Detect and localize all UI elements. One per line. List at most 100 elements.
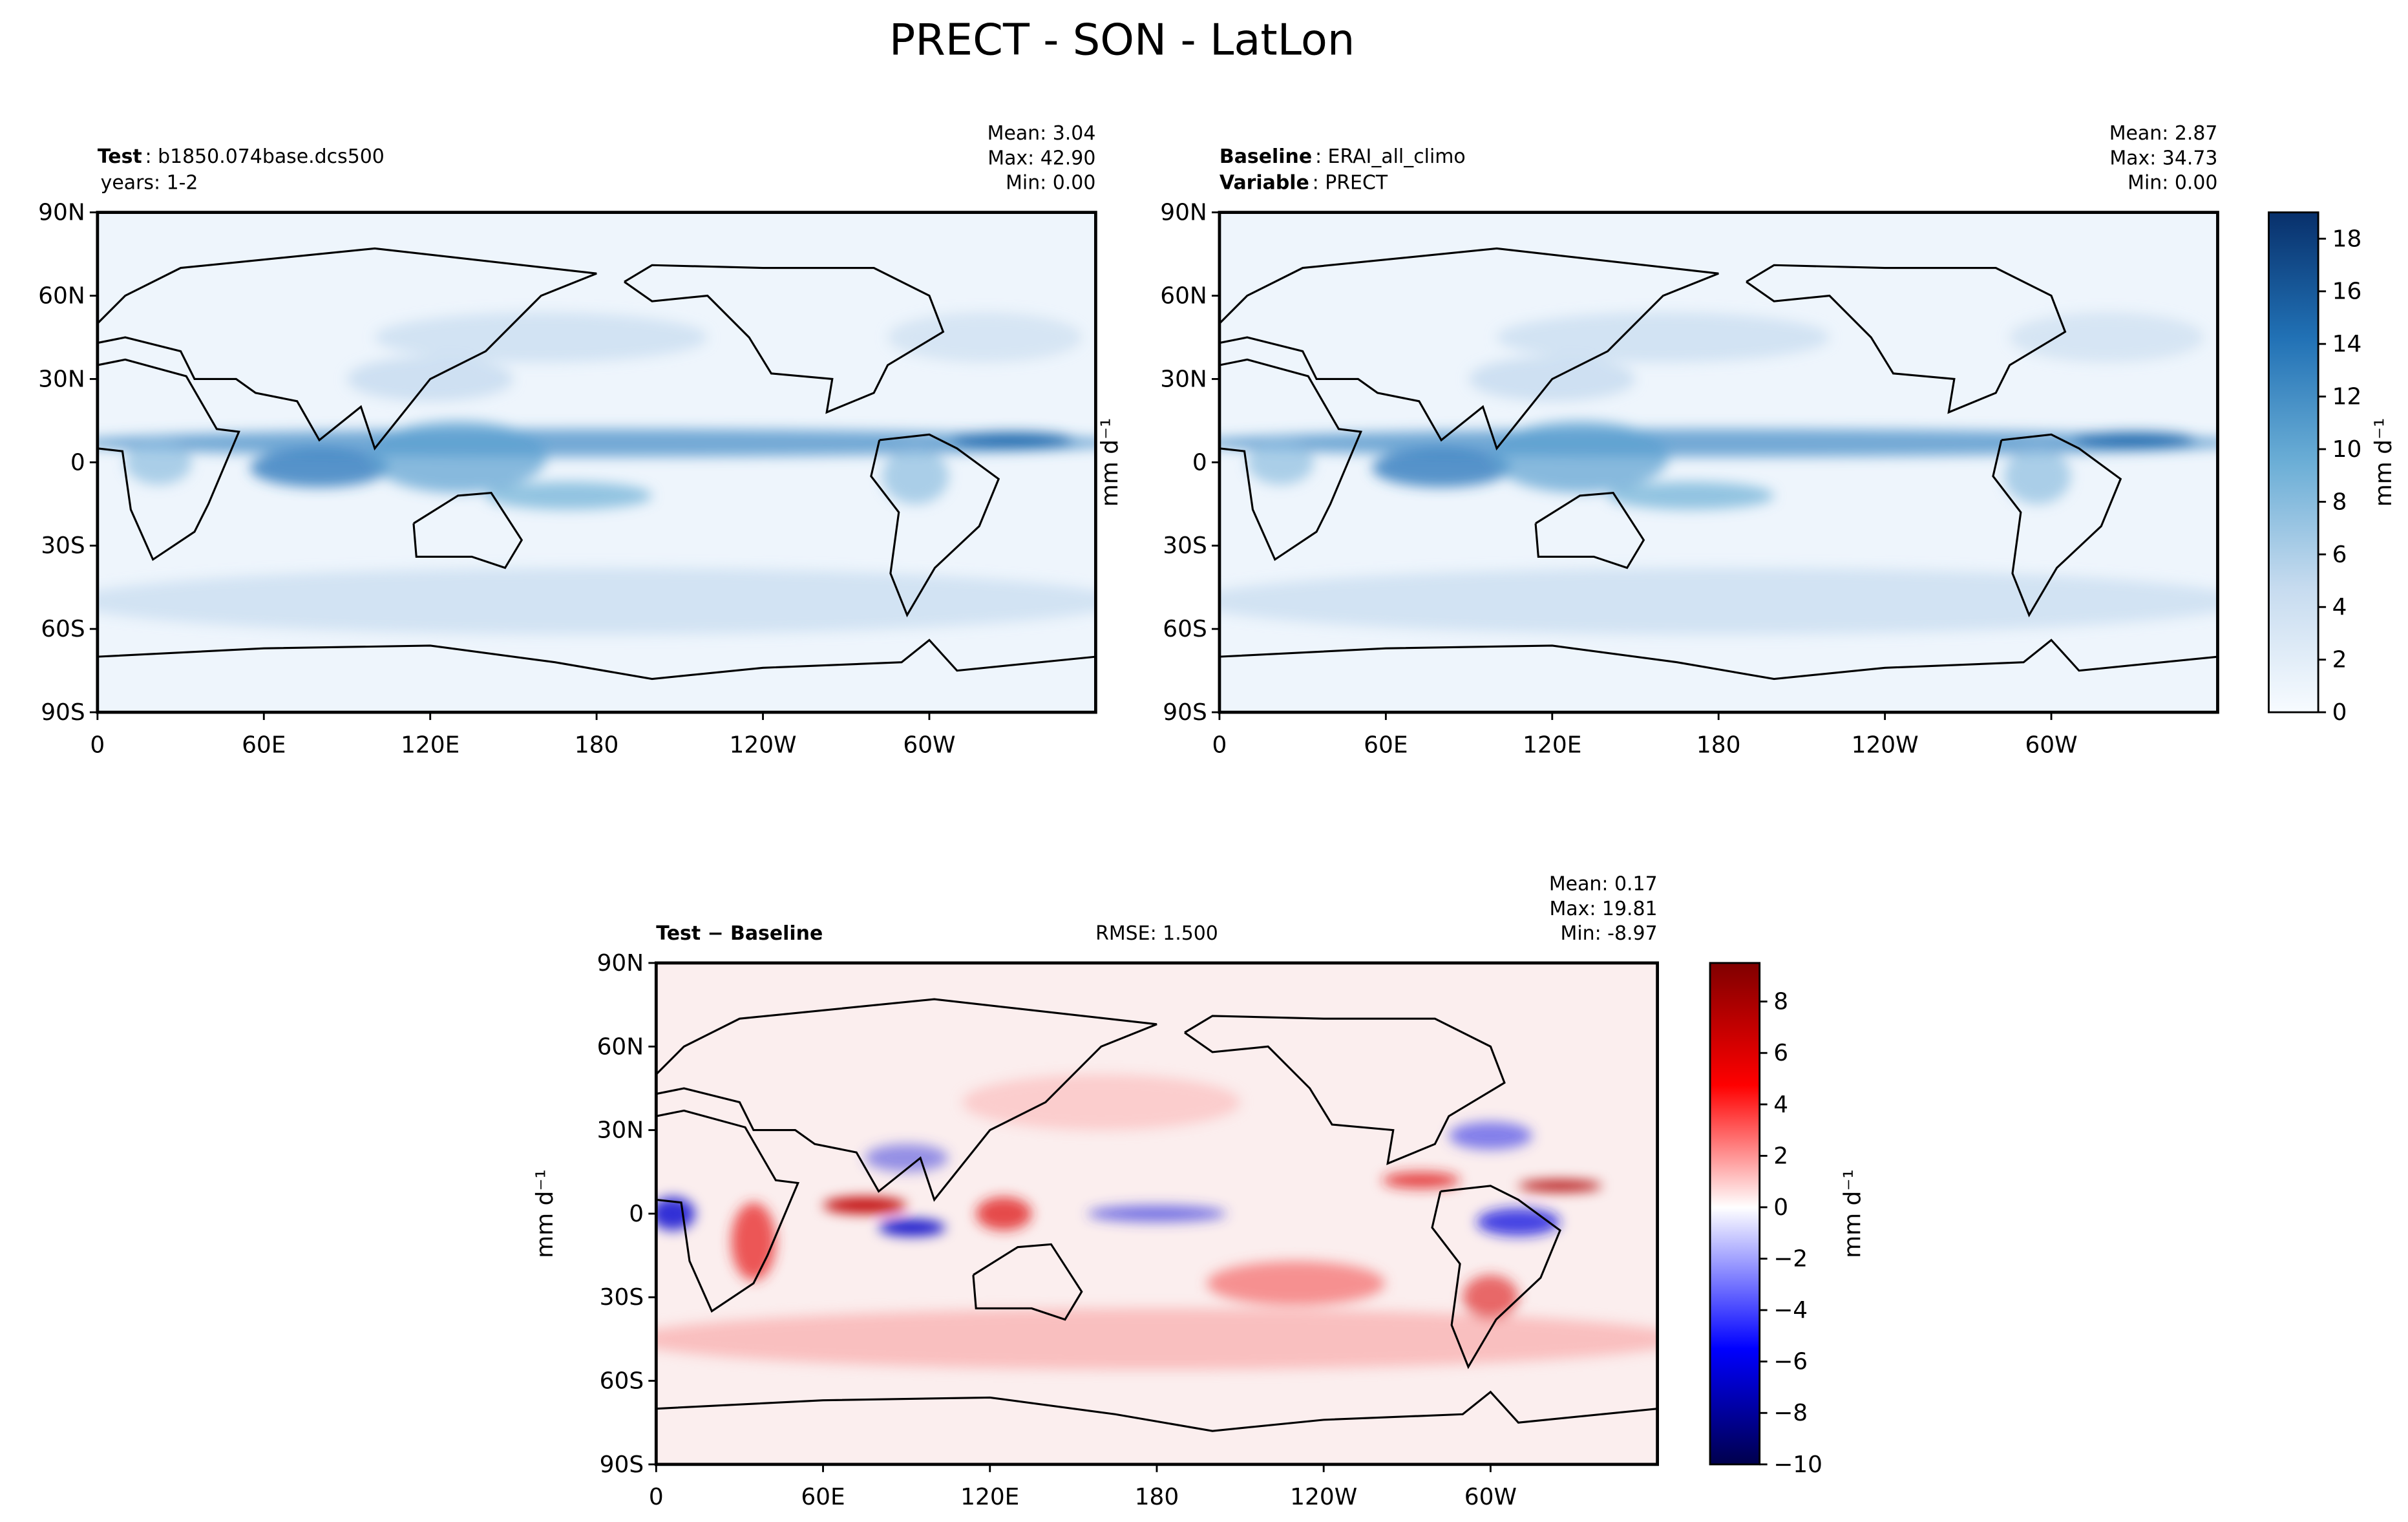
coastline bbox=[97, 247, 597, 451]
x-tick-label: 0 bbox=[649, 1484, 664, 1510]
field-blob bbox=[962, 1074, 1241, 1130]
x-tick-label: 60E bbox=[1364, 732, 1408, 758]
field-blob bbox=[656, 1197, 695, 1231]
coastline bbox=[1534, 491, 1645, 569]
field bbox=[97, 212, 1096, 713]
field-blob bbox=[2009, 312, 2204, 363]
panel-stat: Max: 42.90 bbox=[987, 147, 1095, 169]
y-tick-label: 60N bbox=[38, 282, 85, 309]
field-blob bbox=[1382, 1172, 1461, 1189]
panel-stat: Min: -8.97 bbox=[1561, 922, 1658, 945]
field-blob bbox=[2004, 448, 2071, 504]
coastline bbox=[1992, 433, 2122, 618]
colorbar-tick-label: 4 bbox=[2332, 594, 2347, 620]
y-tick-label: 90N bbox=[38, 200, 85, 226]
x-tick-label: 120E bbox=[1523, 732, 1581, 758]
heading-text: : PRECT bbox=[1313, 172, 1388, 195]
field-blob bbox=[656, 1308, 1658, 1370]
x-tick-label: 120E bbox=[401, 732, 459, 758]
x-tick-label: 60E bbox=[801, 1484, 845, 1510]
figure-title: PRECT - SON - LatLon bbox=[889, 14, 1355, 65]
field-blob bbox=[1219, 567, 2218, 635]
coastline bbox=[1219, 247, 1719, 451]
field-blob bbox=[369, 420, 547, 493]
colorbar-tick-label: 2 bbox=[1773, 1143, 1788, 1169]
x-tick-label: 180 bbox=[1135, 1484, 1179, 1510]
field-blob bbox=[976, 1197, 1032, 1231]
x-tick-label: 180 bbox=[1696, 732, 1741, 758]
field-blob bbox=[249, 448, 389, 488]
field-blob bbox=[125, 439, 192, 485]
field-blob bbox=[1207, 1261, 1385, 1306]
y-tick-label: 90S bbox=[41, 699, 85, 726]
coastline bbox=[656, 1109, 800, 1313]
heading-bold: Variable bbox=[1220, 172, 1309, 195]
panel-heading: years: 1-2 bbox=[101, 172, 198, 195]
field-blob bbox=[1087, 1205, 1227, 1222]
field-blob bbox=[1247, 439, 1314, 485]
coastline bbox=[870, 433, 1000, 618]
field-blob bbox=[823, 1197, 907, 1214]
x-tick-label: 120W bbox=[730, 732, 797, 758]
y-tick-label: 60N bbox=[1160, 282, 1207, 309]
colorbar-label: mm d⁻¹ bbox=[2371, 418, 2397, 507]
coastline bbox=[412, 491, 523, 569]
field-blob bbox=[1463, 1274, 1519, 1320]
panel-heading: Variable: PRECT bbox=[1220, 172, 1388, 195]
y-axis-label: mm d⁻¹ bbox=[532, 1169, 558, 1258]
field-background bbox=[97, 212, 1096, 713]
heading-text: years: 1-2 bbox=[101, 172, 198, 195]
coastline bbox=[1431, 1185, 1561, 1369]
field-blob bbox=[951, 432, 1074, 449]
field-blob bbox=[882, 448, 949, 504]
field-blob bbox=[97, 428, 1096, 457]
y-tick-label: 60N bbox=[597, 1033, 644, 1060]
panel-stat: Max: 34.73 bbox=[2109, 147, 2217, 169]
heading-text: : ERAI_all_climo bbox=[1315, 145, 1466, 168]
x-tick-label: 60W bbox=[2025, 732, 2077, 758]
colorbar-tick-label: −10 bbox=[1773, 1452, 1822, 1478]
field-contours bbox=[656, 1074, 1658, 1370]
field-blob bbox=[485, 481, 652, 510]
y-tick-label: 0 bbox=[629, 1201, 644, 1227]
colorbar bbox=[2268, 211, 2319, 713]
colorbar-tick-label: 0 bbox=[2332, 699, 2347, 726]
colorbar-tick-label: 14 bbox=[2332, 331, 2362, 357]
heading-bold: Test − Baseline bbox=[656, 922, 823, 945]
colorbar-tick-label: 4 bbox=[1773, 1092, 1788, 1118]
field-blob bbox=[97, 567, 1096, 635]
colorbar-tick-label: −8 bbox=[1773, 1400, 1808, 1426]
colorbar-tick-label: 18 bbox=[2332, 226, 2362, 252]
y-tick-label: 90N bbox=[597, 950, 644, 977]
colorbar-label: mm d⁻¹ bbox=[1839, 1169, 1866, 1258]
coastline bbox=[1219, 358, 1362, 562]
y-tick-label: 90S bbox=[1163, 699, 1207, 726]
x-tick-label: 120W bbox=[1852, 732, 1919, 758]
x-tick-label: 180 bbox=[575, 732, 619, 758]
colorbar-tick-label: 8 bbox=[1773, 989, 1788, 1015]
x-tick-label: 60E bbox=[242, 732, 286, 758]
coastline bbox=[1746, 264, 2067, 414]
field-blob bbox=[1448, 1121, 1532, 1150]
field-blob bbox=[865, 1144, 949, 1172]
field-contours bbox=[97, 312, 1096, 635]
colorbar-tick-label: −4 bbox=[1773, 1297, 1808, 1324]
field-blob bbox=[1518, 1180, 1602, 1192]
colorbar-tick-label: 6 bbox=[2332, 542, 2347, 568]
y-tick-label: 60S bbox=[41, 616, 85, 642]
field-blob bbox=[374, 312, 708, 363]
colorbar-tick-label: 12 bbox=[2332, 384, 2362, 410]
x-tick-label: 120E bbox=[960, 1484, 1019, 1510]
x-tick-label: 0 bbox=[1212, 732, 1227, 758]
colorbar-tick-label: −6 bbox=[1773, 1349, 1808, 1375]
colorbar-tick-label: 2 bbox=[2332, 647, 2347, 673]
panel-stat: Max: 19.81 bbox=[1549, 898, 1657, 920]
x-tick-label: 120W bbox=[1290, 1484, 1357, 1510]
panel-stat: Mean: 0.17 bbox=[1549, 872, 1658, 895]
field-blob bbox=[2073, 432, 2196, 449]
coastline bbox=[1184, 1015, 1506, 1165]
y-tick-label: 60S bbox=[1163, 616, 1207, 642]
y-tick-label: 0 bbox=[70, 449, 85, 476]
